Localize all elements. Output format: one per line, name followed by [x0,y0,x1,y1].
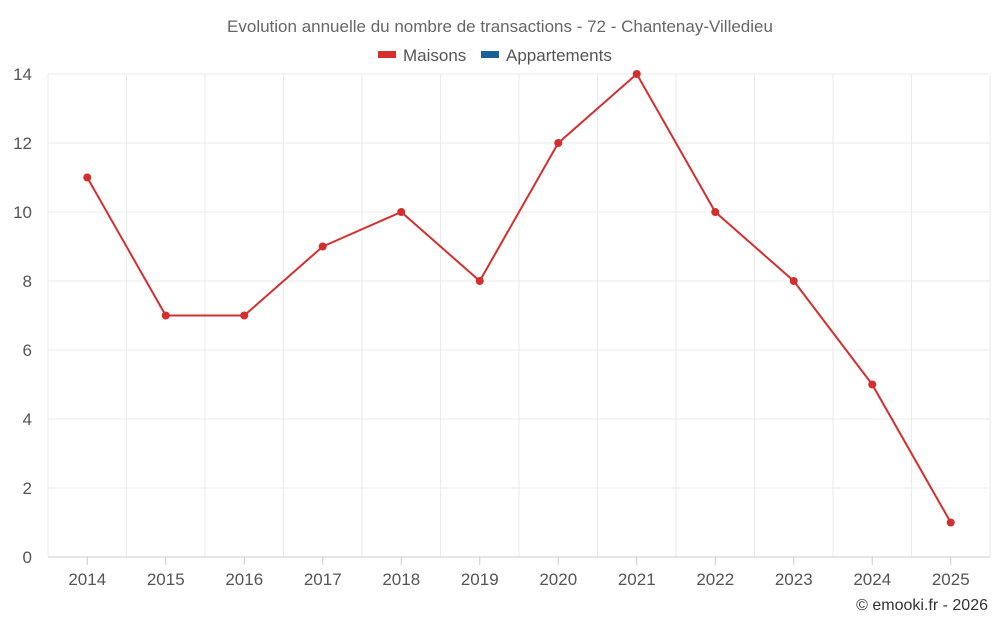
data-point-maisons-2024[interactable] [868,380,877,389]
series-line-maisons [86,73,952,523]
x-tick-label: 2016 [225,570,263,589]
x-tick-label: 2014 [68,570,106,589]
legend-swatch-maisons [378,51,396,58]
y-axis: 0 2 4 6 8 10 12 14 [13,65,32,567]
y-tick-label: 4 [23,410,32,429]
legend-label-maisons: Maisons [403,46,466,65]
x-tick-label: 2022 [696,570,734,589]
data-point-maisons-2014[interactable] [83,173,92,182]
x-tick-label: 2018 [382,570,420,589]
data-point-maisons-2019[interactable] [475,277,484,285]
data-point-maisons-2015[interactable] [161,311,170,320]
x-tick-label: 2023 [775,570,813,589]
legend-item-appartements[interactable]: Appartements [481,46,612,65]
data-point-maisons-2020[interactable] [554,139,563,147]
data-point-maisons-2025[interactable] [946,518,955,527]
legend-label-appartements: Appartements [506,46,612,65]
x-tick-label: 2019 [461,570,499,589]
series-maisons [83,70,955,527]
x-tick-label: 2020 [539,570,577,589]
data-point-maisons-2017[interactable] [318,242,327,251]
legend: Maisons Appartements [378,46,612,65]
y-tick-label: 8 [23,272,32,291]
data-point-maisons-2016[interactable] [240,311,249,320]
x-tick-label: 2025 [932,570,970,589]
y-tick-label: 0 [23,548,32,567]
data-point-maisons-2021[interactable] [632,70,641,78]
data-point-maisons-2018[interactable] [397,208,406,216]
legend-item-maisons[interactable]: Maisons [378,46,466,65]
y-tick-label: 14 [13,65,32,84]
y-tick-label: 12 [13,134,32,153]
chart-title: Evolution annuelle du nombre de transact… [227,17,773,36]
data-point-maisons-2022[interactable] [711,208,720,216]
y-tick-label: 6 [23,341,32,360]
legend-swatch-appartements [481,51,499,58]
data-point-maisons-2023[interactable] [789,277,798,285]
x-tick-label: 2024 [853,570,891,589]
y-tick-label: 10 [13,203,32,222]
x-tick-label: 2017 [304,570,342,589]
x-axis: 2014 2015 2016 2017 2018 2019 2020 2021 2022 2023… [48,556,990,589]
x-tick-label: 2015 [147,570,185,589]
credit-text: © emooki.fr - 2026 [856,597,988,614]
x-tick-label: 2021 [618,570,656,589]
y-tick-label: 2 [23,479,32,498]
